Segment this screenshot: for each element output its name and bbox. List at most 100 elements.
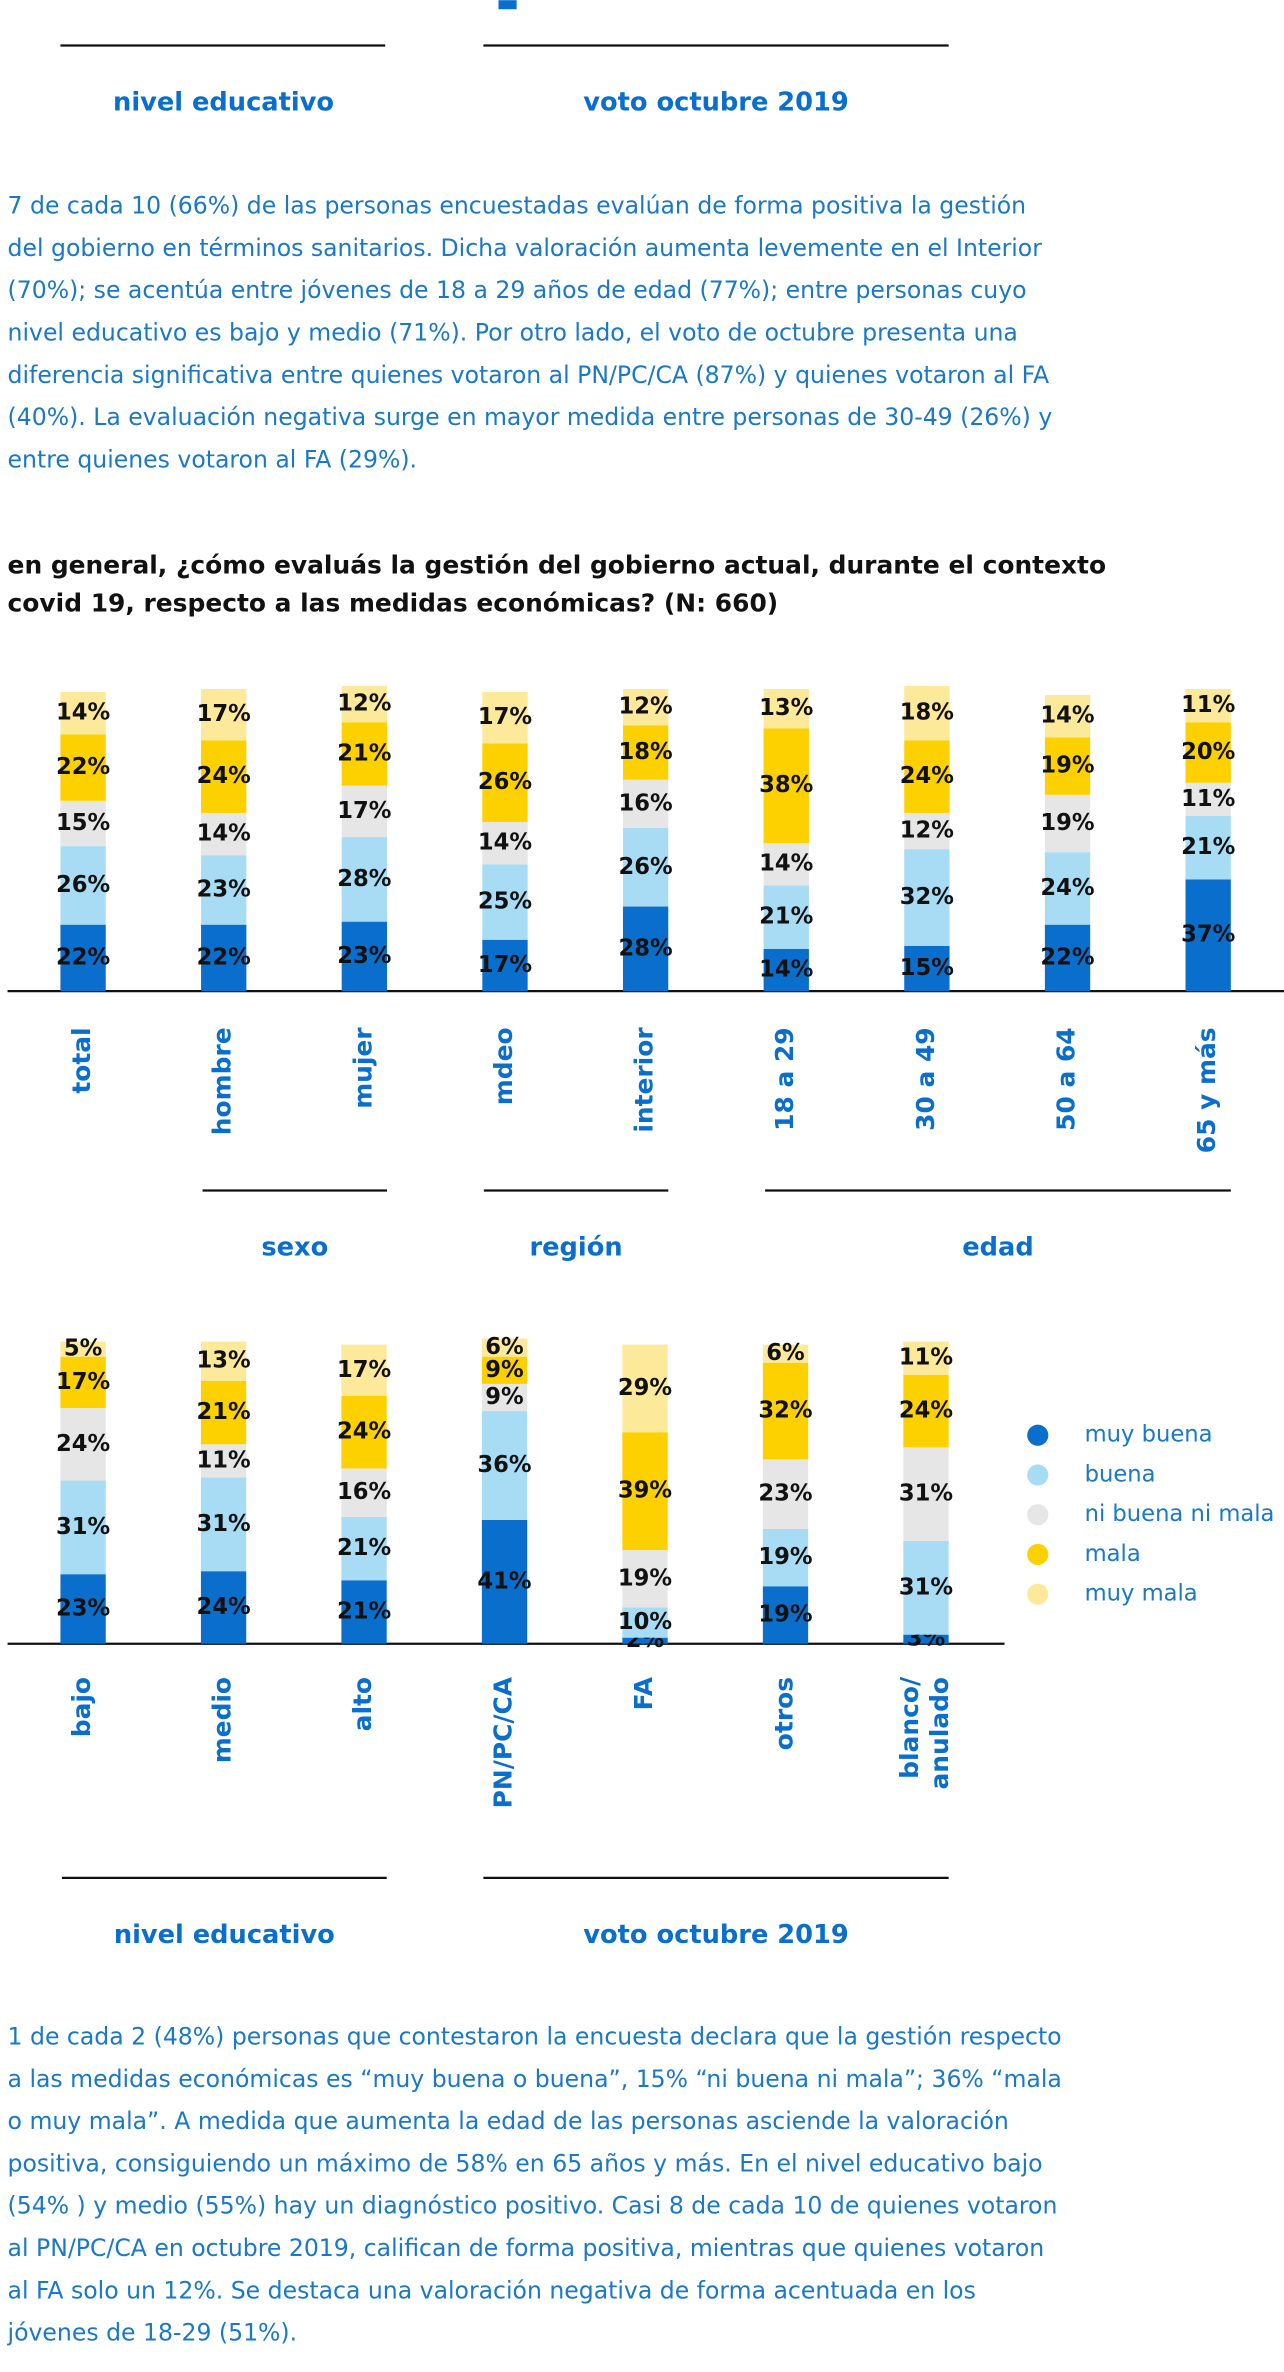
category-label: 18 a 29 — [770, 1027, 799, 1130]
bar-segment — [341, 1344, 387, 1396]
value-label: 15% — [900, 955, 954, 981]
bar-segment — [622, 1344, 668, 1433]
bar-segment — [341, 785, 388, 838]
decoration — [498, 0, 517, 10]
value-label: 23% — [758, 1481, 812, 1507]
value-label: 15% — [56, 810, 110, 836]
bar-segment — [481, 1519, 528, 1644]
paragraph-line: entre quienes votaron al FA (29%). — [8, 445, 417, 473]
value-label: 21% — [759, 904, 813, 930]
category-label: mujer — [348, 1027, 377, 1109]
value-label: 32% — [758, 1398, 812, 1424]
bar-segment — [200, 1477, 247, 1572]
value-label: 24% — [56, 1431, 110, 1457]
value-label: 24% — [899, 1398, 953, 1424]
value-label: 17% — [337, 1357, 391, 1383]
value-label: 20% — [1181, 739, 1235, 765]
bar-segment — [763, 689, 809, 729]
legend-swatch — [1027, 1504, 1049, 1526]
value-label: 41% — [477, 1568, 531, 1594]
category-label: blanco/anulado — [895, 1676, 954, 1789]
bar-segment — [200, 1341, 247, 1381]
paragraph-line: nivel educativo es bajo y medio (71%). P… — [8, 319, 1018, 347]
category-label: 65 y más — [1192, 1027, 1221, 1153]
legend-swatch — [1027, 1583, 1049, 1605]
value-label: 31% — [196, 1511, 250, 1537]
bar-segment — [622, 906, 669, 992]
bar-segment — [1044, 695, 1091, 738]
bar-segment — [762, 1362, 809, 1460]
paragraph-line: jóvenes de 18-29 (51%). — [7, 2319, 298, 2347]
legend-swatch — [1027, 1424, 1049, 1446]
value-label: 14% — [197, 821, 251, 847]
value-label: 21% — [1181, 834, 1235, 860]
bar-segment — [341, 722, 388, 786]
value-label: 12% — [900, 818, 954, 844]
value-label: 14% — [56, 700, 110, 726]
value-label: 32% — [900, 884, 954, 910]
bar-segment — [762, 1459, 809, 1529]
bar-segment — [1185, 689, 1231, 723]
category-label: otros — [770, 1677, 799, 1750]
value-label: 22% — [56, 944, 110, 970]
bar-segment — [341, 1395, 387, 1469]
bar-segment — [341, 1580, 387, 1644]
legend-swatch — [1027, 1543, 1049, 1566]
value-label: 16% — [619, 790, 673, 816]
value-label: 11% — [196, 1447, 250, 1473]
bar-segment — [481, 1383, 528, 1412]
value-label: 24% — [197, 763, 251, 789]
bar-segment — [622, 827, 669, 907]
bar-segment — [200, 1444, 247, 1478]
paragraph-line: 7 de cada 10 (66%) de las personas encue… — [8, 192, 1027, 220]
bar-segment — [903, 1634, 949, 1644]
value-label: 31% — [899, 1481, 953, 1507]
value-label: 16% — [337, 1479, 391, 1505]
bar-segment — [60, 1408, 106, 1481]
bar-segment — [341, 921, 388, 992]
bar-segment — [60, 924, 106, 992]
value-label: 14% — [759, 956, 813, 982]
value-label: 17% — [478, 952, 532, 978]
value-label: 22% — [56, 754, 110, 780]
value-label: 17% — [197, 701, 251, 727]
paragraph-line: a las medidas económicas es “muy buena o… — [8, 2065, 1062, 2093]
value-label: 17% — [478, 704, 532, 730]
bar-segment — [1044, 737, 1091, 795]
category-label: mdeo — [489, 1027, 518, 1105]
bar-segment — [1185, 722, 1231, 783]
value-label: 17% — [337, 798, 391, 824]
bar-segment — [60, 846, 106, 925]
value-label: 11% — [1181, 786, 1235, 812]
value-label: 24% — [1040, 875, 1094, 901]
value-label: 19% — [618, 1565, 672, 1591]
value-label: 19% — [1040, 810, 1094, 836]
value-label: 11% — [899, 1345, 953, 1371]
value-label: 6% — [485, 1334, 523, 1360]
category-label: 50 a 64 — [1052, 1027, 1081, 1130]
value-label: 37% — [1181, 922, 1235, 948]
value-label: 22% — [197, 944, 251, 970]
legend-label: ni buena ni mala — [1085, 1501, 1275, 1527]
value-label: 22% — [1040, 944, 1094, 970]
value-label: 13% — [196, 1348, 250, 1374]
paragraph-line: (54% ) y medio (55%) hay un diagnóstico … — [8, 2192, 1058, 2220]
bar-segment — [763, 843, 809, 886]
bar-segment — [60, 1356, 106, 1409]
value-label: 24% — [196, 1594, 250, 1620]
value-label: 19% — [758, 1544, 812, 1570]
bar-segment — [622, 689, 669, 726]
value-label: 23% — [56, 1595, 110, 1621]
paragraph-line: diferencia significativa entre quienes v… — [8, 361, 1050, 389]
category-label: PN/PC/CA — [489, 1676, 518, 1808]
bar-segment — [60, 1574, 106, 1644]
value-label: 26% — [56, 872, 110, 898]
legend-label: buena — [1085, 1461, 1156, 1487]
bar-segment — [201, 740, 247, 813]
bar-segment — [903, 1374, 949, 1448]
bar-segment — [903, 1341, 949, 1375]
bar-segment — [904, 740, 950, 813]
bar-segment — [762, 1528, 809, 1587]
bar-segment — [1185, 782, 1231, 816]
